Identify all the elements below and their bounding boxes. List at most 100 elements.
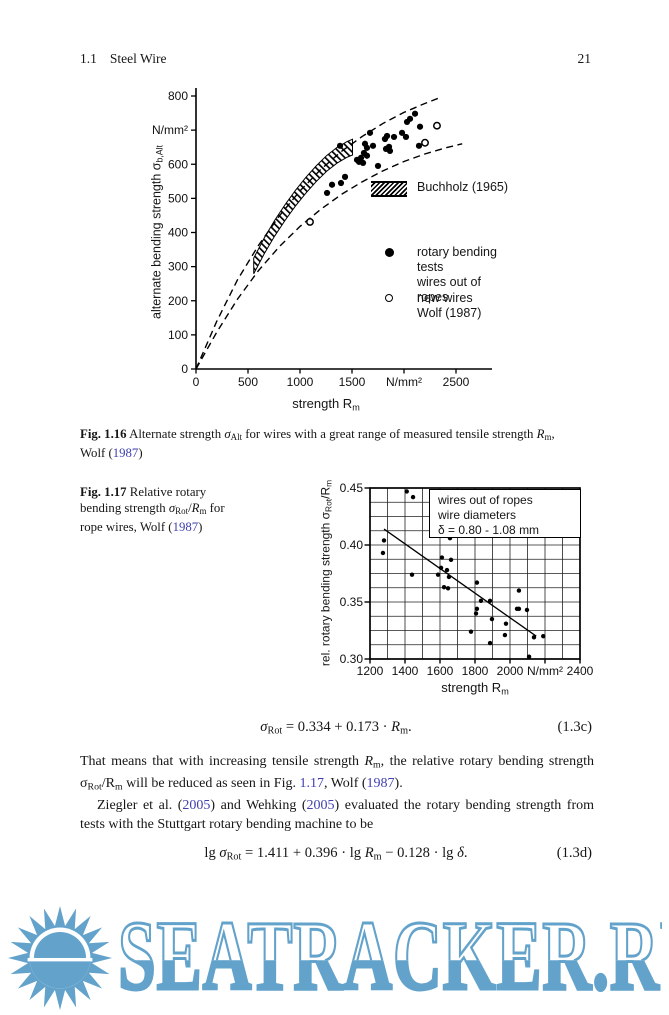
- text-segment: m: [373, 759, 381, 771]
- y-tick-label: 0.35: [340, 595, 364, 609]
- y-tick-label: 800: [168, 89, 188, 103]
- legend-label-line: rotary bending tests: [417, 245, 497, 274]
- text-segment: .: [463, 845, 468, 861]
- x-tick-label: 1600: [427, 664, 454, 678]
- text-segment: b,Alt: [154, 145, 165, 163]
- fig-1-16-chart: 0 100 200 300 400 500 600 N/mm² 800 0 500 1000 1500 N…: [152, 88, 492, 389]
- legend-item-new-wires: new wires Wolf (1987): [370, 291, 481, 321]
- x-tick-label: 1500: [339, 375, 366, 389]
- text-segment: σ: [260, 719, 268, 735]
- data-point-filled: [516, 606, 522, 612]
- citation-link[interactable]: 2005: [182, 798, 211, 814]
- fig-1-17-annotation-box: wires out of ropes wire diameters δ = 0.…: [429, 489, 581, 538]
- data-point-filled: [411, 110, 419, 117]
- caption-line: rope wires, Wolf (1987): [80, 519, 310, 535]
- sun-sea: [29, 961, 91, 989]
- data-point-filled: [487, 640, 493, 646]
- legend-label-line: wires out of ropes: [417, 275, 481, 304]
- data-point-filled: [445, 586, 451, 591]
- text-segment: m: [544, 432, 552, 443]
- legend-label: Buchholz (1965): [417, 180, 509, 194]
- equation-body: lg σRot = 1.411 + 0.396 · lg Rm − 0.128 …: [80, 845, 592, 863]
- caption-line: Fig. 1.16 Alternate strength σAlt for wi…: [80, 426, 596, 445]
- hatched-band: [253, 138, 353, 275]
- equation-number: (1.3d): [556, 845, 592, 861]
- annotation-line: δ = 0.80 - 1.08 mm: [438, 522, 540, 537]
- data-point-filled: [369, 142, 377, 149]
- section-title: Steel Wire: [109, 51, 167, 66]
- data-point-filled: [402, 133, 410, 141]
- caption-fig-1-16: Fig. 1.16 Alternate strength σAlt for wi…: [80, 426, 596, 461]
- data-point-filled: [363, 152, 371, 159]
- citation-link[interactable]: 1987: [366, 776, 395, 792]
- legend-item-buchholz: Buchholz (1965): [370, 180, 508, 197]
- data-point-filled: [531, 635, 537, 640]
- data-point-open: [306, 217, 314, 226]
- citation-link[interactable]: 1.17: [299, 776, 324, 792]
- data-point-filled: [502, 632, 508, 638]
- data-point-filled: [446, 574, 452, 580]
- equation-body: σRot = 0.334 + 0.173 · Rm.: [80, 719, 592, 737]
- text-segment: R: [191, 501, 200, 515]
- data-point-filled: [415, 142, 423, 149]
- legend-item-rotary-tests: rotary bending tests wires out of ropes: [370, 245, 514, 305]
- citation-link[interactable]: 1987: [172, 520, 199, 535]
- x-tick-label: 1800: [462, 664, 489, 678]
- data-point-filled: [444, 567, 450, 573]
- citation-link[interactable]: 2005: [306, 798, 335, 814]
- data-point-filled: [474, 580, 480, 585]
- equation-1-3d: lg σRot = 1.411 + 0.396 · lg Rm − 0.128 …: [80, 845, 592, 863]
- data-point-open: [421, 138, 429, 147]
- data-point-filled: [357, 154, 365, 161]
- text-segment: ,: [551, 427, 555, 441]
- text-segment: Relative rotary: [126, 485, 207, 499]
- legend-label-line: Wolf (1987): [417, 306, 482, 320]
- y-tick-label: 0.40: [340, 538, 364, 552]
- fig-1-16-y-axis-label: alternate bending strength σb,Alt: [149, 145, 164, 319]
- hatch-swatch-icon: [371, 181, 407, 197]
- y-tick-label: 0.45: [340, 481, 364, 495]
- text-segment: Alt: [230, 432, 243, 443]
- data-point-filled: [341, 173, 349, 180]
- x-tick-label: N/mm²: [386, 375, 422, 389]
- data-point-filled: [448, 557, 454, 563]
- text-segment: R: [536, 427, 545, 441]
- text-segment: Rot: [175, 506, 189, 517]
- citation-link[interactable]: 1987: [112, 446, 139, 461]
- text-segment: /R: [101, 776, 115, 792]
- fig-1-17: 0.45 0.40 0.35 0.30 1200 1400 1600 1800 2000 N/mm…: [312, 476, 608, 712]
- data-point-filled: [526, 654, 532, 659]
- text-segment: bending strength: [80, 501, 169, 515]
- text-segment: m: [501, 686, 509, 697]
- data-point-filled: [398, 129, 406, 136]
- watermark-text-bottom-layer: SEATRACKER.RU: [118, 900, 669, 1011]
- text-segment: ) and Wehking (: [210, 798, 307, 814]
- data-point-filled: [438, 565, 444, 570]
- text-segment: ) evaluated the rotary bending strength …: [80, 798, 595, 832]
- text-segment: lg: [204, 845, 220, 861]
- text-segment: will be reduced as seen in Fig.: [122, 776, 300, 792]
- data-point-filled: [524, 607, 530, 613]
- text-segment: for wires with a great range of measured…: [242, 427, 537, 441]
- x-tick-label: 2000: [497, 664, 524, 678]
- text-segment: Rot: [267, 725, 283, 737]
- x-tick-label: 2400: [567, 664, 594, 678]
- data-point-filled: [489, 616, 495, 622]
- text-segment: σ: [224, 427, 231, 441]
- sun-dome: [33, 931, 87, 958]
- lower-dashed-envelope: [195, 143, 463, 370]
- data-point-filled: [541, 634, 546, 639]
- text-segment: That means that with increasing tensile …: [80, 754, 365, 769]
- y-tick-label: 100: [168, 328, 188, 342]
- data-point-filled: [441, 584, 447, 590]
- text-segment: ).: [394, 776, 403, 792]
- caption-fig-1-17: Fig. 1.17 Relative rotary bending streng…: [80, 484, 310, 535]
- upper-dashed-envelope: [195, 96, 441, 370]
- data-point-filled: [468, 629, 474, 634]
- y-tick-label: 0.30: [340, 652, 364, 666]
- data-point-filled: [503, 621, 509, 626]
- data-point-filled: [337, 179, 345, 187]
- equation-1-3c: σRot = 0.334 + 0.173 · Rm. (1.3c): [80, 719, 592, 737]
- data-point-filled: [487, 598, 493, 604]
- text-segment: m: [199, 506, 207, 517]
